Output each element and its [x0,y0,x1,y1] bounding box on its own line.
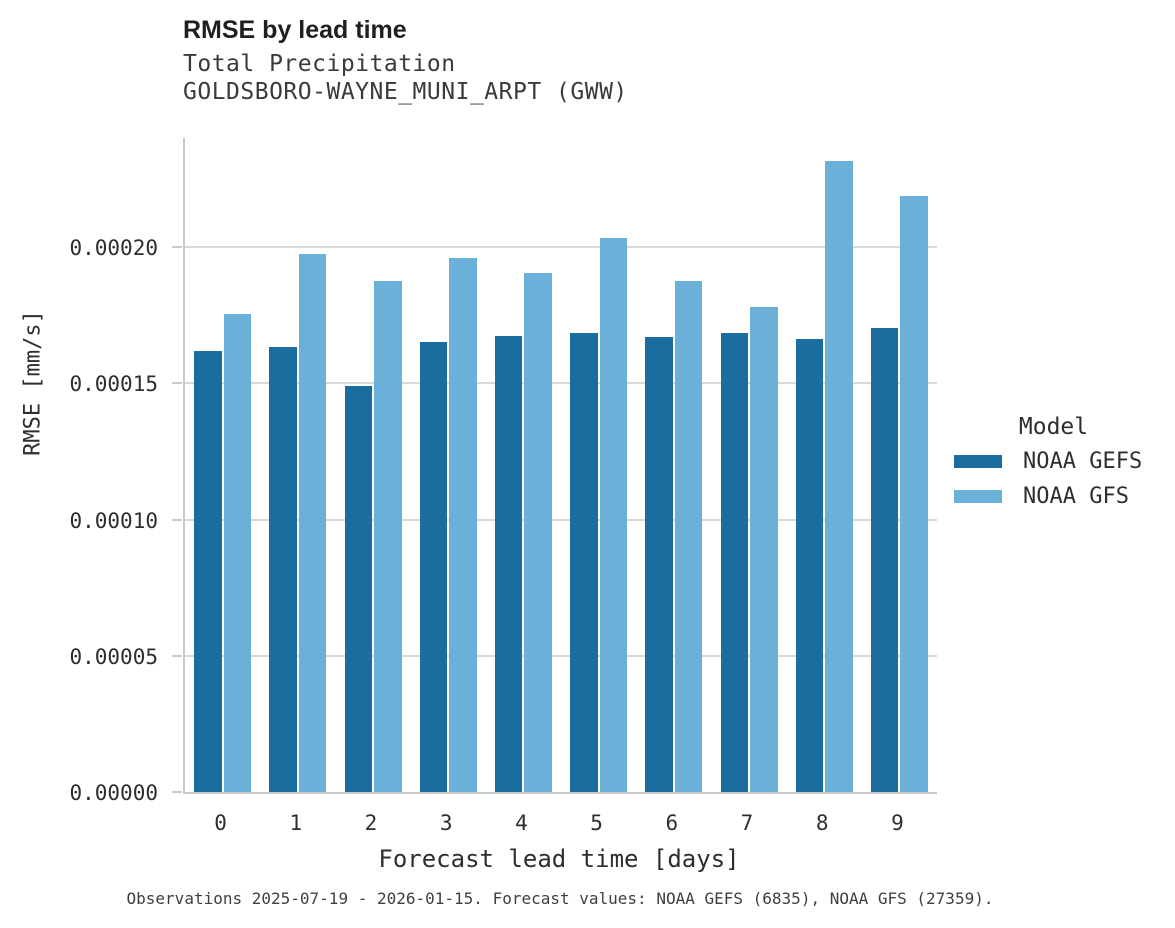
y-tick-label: 0.00005 [69,644,158,669]
y-tick-mark [172,791,182,793]
x-tick-label: 1 [289,811,303,835]
bar-noaa-gfs-day-1 [298,254,327,792]
bar-noaa-gefs-day-7 [720,333,748,792]
gridline [185,246,937,248]
gridline [185,654,937,657]
y-tick-mark [172,382,182,385]
y-tick-label: 0.00020 [69,236,158,260]
chart-title: RMSE by lead time [183,16,407,44]
bar-noaa-gfs-day-9 [900,195,928,792]
bar-noaa-gfs-day-3 [449,258,477,792]
x-tick-label: 4 [515,811,528,835]
y-axis-tick-marks [172,138,182,793]
bar-noaa-gefs-day-2 [344,385,372,792]
x-axis-title: Forecast lead time [days] [378,845,740,873]
bar-noaa-gefs-day-8 [795,339,824,792]
caption: Observations 2025-07-19 - 2026-01-15. Fo… [126,889,994,908]
y-tick-label: 0.00000 [69,781,158,805]
legend-swatch-icon [954,489,1002,503]
bar-noaa-gefs-day-1 [269,347,297,792]
chart-subtitle-variable: Total Precipitation [183,51,456,77]
bar-noaa-gefs-day-5 [570,333,598,792]
bar-noaa-gfs-day-2 [374,281,402,792]
x-tick-label: 2 [364,811,378,835]
bar-noaa-gefs-day-4 [494,335,523,792]
bar-noaa-gfs-day-4 [524,272,552,792]
bar-noaa-gfs-day-0 [223,314,252,792]
chart-subtitle-station: GOLDSBORO-WAYNE_MUNI_ARPT (GWW) [183,79,628,105]
x-tick-label: 3 [439,811,453,835]
legend-title: Model [1018,414,1089,440]
x-tick-label: 6 [665,811,679,835]
legend: Model NOAA GEFS NOAA GFS [954,413,1175,511]
bar-noaa-gefs-day-3 [419,342,448,792]
x-tick-label: 0 [214,811,227,835]
bar-noaa-gefs-day-9 [870,328,899,792]
gridline [185,518,937,521]
bar-noaa-gfs-day-7 [750,306,778,792]
y-axis-tick-labels: 0.00000 0.00005 0.00010 0.00015 0.00020 [40,138,158,805]
gridline [185,382,937,385]
bar-noaa-gfs-day-8 [825,161,853,792]
y-tick-label: 0.00010 [69,508,158,533]
y-tick-mark [172,654,182,657]
bar-noaa-gefs-day-6 [645,337,673,792]
legend-item-noaa-gfs[interactable]: NOAA GFS [954,481,1175,511]
y-tick-label: 0.00015 [69,372,158,397]
x-tick-label: 7 [740,811,754,835]
bar-noaa-gefs-day-0 [194,350,222,792]
legend-item-label: NOAA GFS [1023,483,1129,509]
y-tick-mark [172,246,182,248]
x-tick-label: 9 [891,811,904,835]
legend-swatch-icon [954,454,1002,468]
plot-area [183,138,937,794]
legend-item-noaa-gefs[interactable]: NOAA GEFS [954,446,1175,476]
y-tick-mark [172,518,182,521]
x-tick-label: 5 [590,811,603,835]
bar-noaa-gfs-day-5 [599,237,628,792]
x-axis-tick-labels: 0 1 2 3 4 5 6 7 8 9 [183,810,935,840]
legend-item-label: NOAA GEFS [1023,448,1143,474]
x-tick-label: 8 [815,811,829,835]
bar-noaa-gfs-day-6 [674,280,703,792]
